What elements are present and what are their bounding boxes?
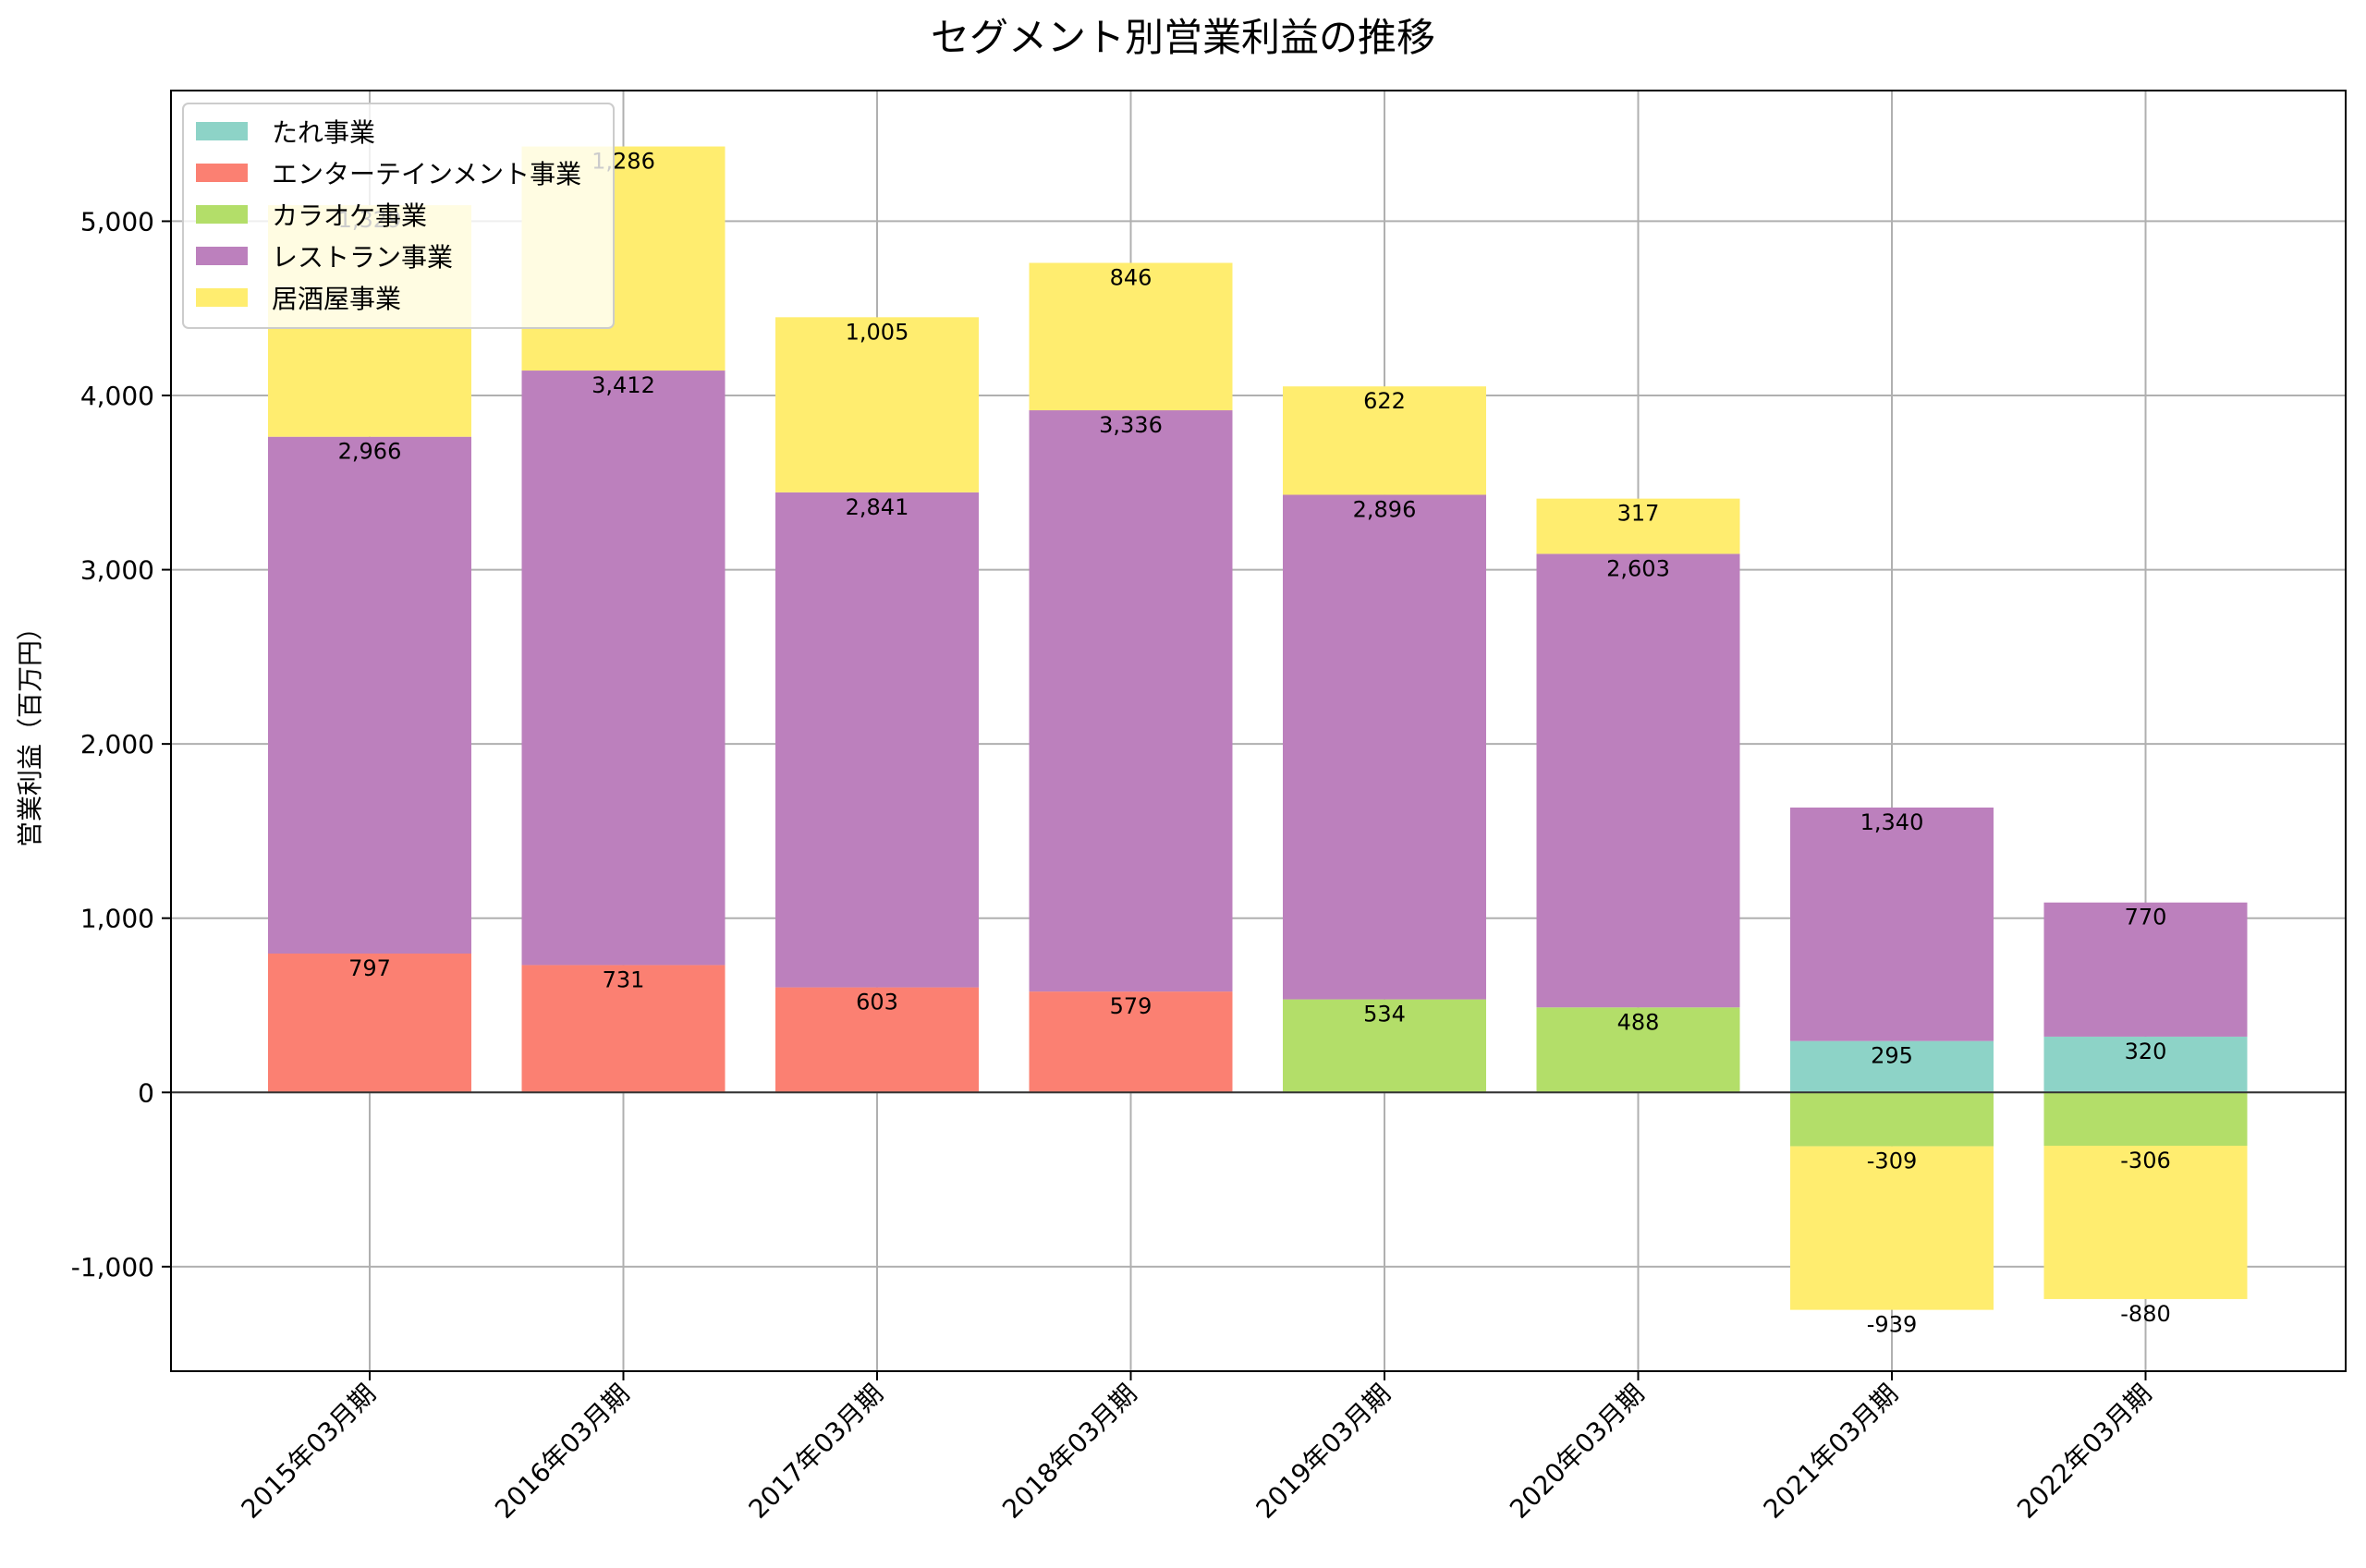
bar-segment [1283,494,1486,1000]
data-label: -306 [2120,1148,2170,1173]
bar-segment [2043,1092,2248,1146]
data-label: -309 [1867,1149,1917,1174]
bar-segment [521,965,726,1093]
chart-title: セグメント別営業利益の推移 [931,15,1435,60]
data-label: 2,841 [846,494,909,520]
bar-segment [1536,553,1740,1008]
data-label: 320 [2125,1039,2167,1064]
data-label: 603 [856,990,898,1015]
y-axis-label: 営業利益（百万円） [15,614,45,847]
data-label: 488 [1617,1009,1660,1035]
bar-segment [1536,1007,1740,1093]
y-tick-label: 2,000 [80,729,154,760]
data-label: 3,336 [1099,412,1163,438]
bar-segment [1029,262,1233,411]
x-tick-label: 2016年03月期 [489,1379,635,1525]
y-tick-label: 1,000 [80,904,154,934]
data-label: 579 [1110,993,1153,1019]
bar-segment [1283,999,1486,1093]
legend-label: 居酒屋事業 [272,284,401,314]
legend-box [182,103,615,329]
legend-label: たれ事業 [272,117,375,148]
x-tick-label: 2021年03月期 [1758,1379,1904,1525]
data-label: 846 [1110,264,1153,290]
bar-segment [2043,1145,2248,1299]
bar-segment [268,953,471,1093]
x-axis-ticks: 2015年03月期 2016年03月期 2017年03月期 2018年03月期 2019… [236,1371,2157,1525]
bar-segment [2043,902,2248,1037]
legend-swatch [196,205,248,224]
legend-swatch [196,164,248,182]
data-label: 797 [348,955,391,981]
data-label: 2,603 [1606,555,1670,581]
legend-label: カラオケ事業 [272,201,427,231]
data-label: 622 [1363,388,1406,414]
bar-segment [775,317,979,492]
bar-segment [1790,1040,1994,1093]
bar-segment [1283,386,1486,495]
bar-segment [775,492,979,988]
data-label: 770 [2125,905,2167,930]
bar-segment [1790,1146,1994,1310]
data-label: 2,896 [1353,496,1417,522]
y-tick-label: 5,000 [80,206,154,237]
legend-swatch [196,288,248,307]
legend-label: エンターテインメント事業 [272,159,581,189]
data-label: -880 [2120,1301,2170,1327]
data-label: 534 [1363,1002,1406,1027]
legend-swatch [196,122,248,140]
legend-label: レストラン事業 [272,242,453,273]
y-tick-label: 3,000 [80,555,154,586]
x-tick-label: 2022年03月期 [2011,1379,2157,1525]
bar-segment [1536,498,1740,554]
x-tick-label: 2020年03月期 [1504,1379,1650,1525]
data-label: -939 [1867,1312,1917,1338]
x-tick-label: 2019年03月期 [1250,1379,1396,1525]
y-tick-label: -1,000 [71,1252,154,1282]
data-label: 731 [603,966,645,992]
y-tick-label: 0 [138,1077,154,1108]
data-label: 295 [1871,1043,1913,1069]
y-tick-label: 4,000 [80,381,154,411]
x-tick-label: 2017年03月期 [743,1379,889,1525]
legend-swatch [196,247,248,265]
bar-segment [1790,1092,1994,1147]
bar-segment [268,436,471,954]
bar-segment [2043,1036,2248,1093]
bar-segment [1790,807,1994,1041]
bar-segment [521,371,726,966]
bar-segment [1029,991,1233,1093]
plot-frame [170,90,2347,1372]
data-label: 1,340 [1860,809,1924,835]
bar-segment [1029,410,1233,992]
data-label: 317 [1617,501,1660,527]
x-tick-label: 2018年03月期 [996,1379,1142,1525]
bar-segment [775,987,979,1093]
x-tick-label: 2015年03月期 [236,1379,382,1525]
y-axis-ticks: -1,000 0 1,000 2,000 3,000 4,000 5,000 [71,206,171,1282]
data-label: 2,966 [338,439,402,465]
data-label: 1,005 [846,319,909,345]
data-label: 3,412 [592,372,655,398]
